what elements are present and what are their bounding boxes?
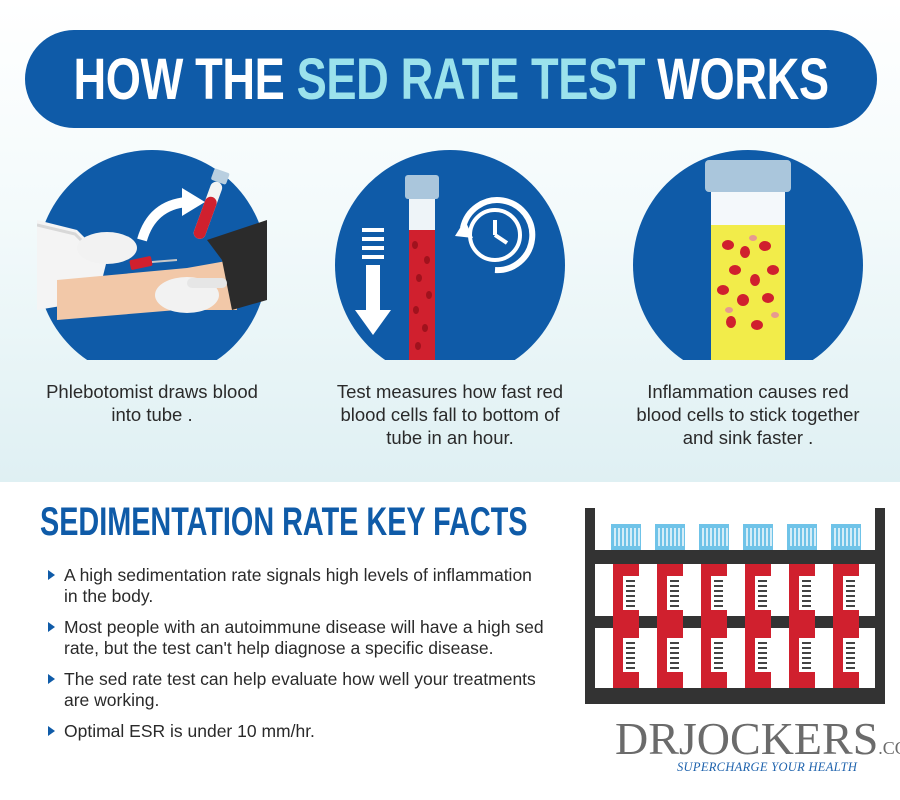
inflammation-tube-icon [633,150,863,360]
title-part-1: HOW THE [73,46,297,112]
logo-dr: DR [615,713,679,764]
logo-tagline: SUPERCHARGE YOUR HEALTH [677,760,858,774]
bullet-icon [48,674,55,684]
step-3-illustration [633,150,863,360]
title-banner: HOW THE SED RATE TEST WORKS [25,30,877,128]
bullet-icon [48,726,55,736]
fact-item: The sed rate test can help evaluate how … [48,669,548,711]
step-2-illustration [335,150,565,360]
title-part-2: WORKS [644,46,829,112]
fact-text: Optimal ESR is under 10 mm/hr. [64,721,315,741]
step-2-caption: Test measures how fast red blood cells f… [336,381,564,448]
facts-list: A high sedimentation rate signals high l… [48,565,548,752]
facts-title: SEDIMENTATION RATE KEY FACTS [40,500,528,544]
phlebotomist-icon [37,150,267,360]
title-accent: SED RATE TEST [296,46,645,112]
step-1-illustration [37,150,267,360]
test-tube-timer-icon [335,150,565,360]
logo-com: .COM [878,738,900,758]
test-tube-rack-icon [585,508,885,704]
logo: DRJOCKERS.COM SUPERCHARGE YOUR HEALTH [615,712,900,782]
logo-jockers: JOCKERS [678,713,879,764]
fact-text: The sed rate test can help evaluate how … [64,669,536,710]
fact-item: A high sedimentation rate signals high l… [48,565,548,607]
fact-text: Most people with an autoimmune disease w… [64,617,544,658]
page-title: HOW THE SED RATE TEST WORKS [73,46,829,113]
bullet-icon [48,570,55,580]
fact-item: Most people with an autoimmune disease w… [48,617,548,659]
bullet-icon [48,622,55,632]
fact-item: Optimal ESR is under 10 mm/hr. [48,721,548,742]
step-1-caption: Phlebotomist draws blood into tube . [46,381,258,425]
step-3-caption: Inflammation causes red blood cells to s… [636,381,860,448]
fact-text: A high sedimentation rate signals high l… [64,565,532,606]
